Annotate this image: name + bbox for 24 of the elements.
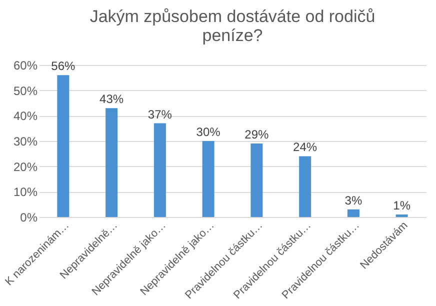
y-tick-label: 10% <box>13 185 38 200</box>
bar <box>154 123 166 217</box>
chart-title: Jakým způsobem dostáváte od rodičů peníze? <box>90 7 376 45</box>
data-label: 56% <box>51 59 76 74</box>
y-tick-label: 0% <box>20 210 38 224</box>
y-tick-label: 50% <box>13 84 38 98</box>
data-label: 43% <box>100 92 124 106</box>
data-label: 30% <box>196 125 221 139</box>
bar <box>106 108 118 217</box>
y-tick-label: 30% <box>13 134 38 148</box>
y-tick-label: 40% <box>13 109 38 124</box>
y-tick-label: 20% <box>13 160 38 174</box>
data-label: 1% <box>393 198 411 212</box>
bar <box>299 156 312 217</box>
bar <box>57 75 70 217</box>
bar <box>250 144 263 217</box>
bar <box>202 141 214 217</box>
data-label: 37% <box>148 107 172 122</box>
data-label: 3% <box>344 193 362 208</box>
bar <box>347 209 360 217</box>
y-tick-label: 60% <box>13 58 38 72</box>
data-label: 29% <box>244 128 270 142</box>
bar <box>396 214 408 217</box>
data-label: 24% <box>293 140 318 154</box>
